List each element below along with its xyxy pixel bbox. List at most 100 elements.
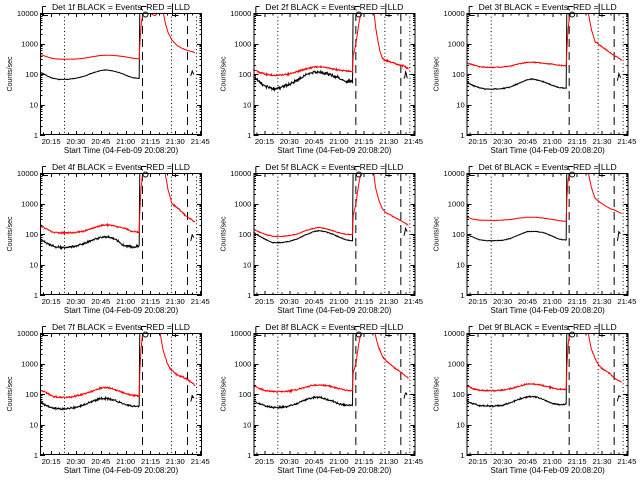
y-tick-label: 10 (30, 100, 38, 109)
y-tick-label: 100 (452, 230, 465, 239)
end-bracket-marker (598, 163, 606, 176)
x-tick-label: 21:45 (191, 457, 210, 466)
y-tick-label: 100 (452, 390, 465, 399)
x-tick-label: 20:30 (66, 297, 85, 306)
y-axis-title: Counts/sec (7, 56, 14, 92)
x-axis-title: Start Time (04-Feb-09 20:08:20) (491, 466, 606, 475)
x-axis-ticks (469, 173, 628, 295)
flare-bracket-marker (141, 326, 147, 330)
x-tick-label: 21:00 (543, 457, 562, 466)
x-tick-label: 20:15 (42, 297, 61, 306)
panel-title: Det 7f BLACK = Events, RED = LLD (52, 322, 190, 332)
y-axis-title: Counts/sec (220, 56, 227, 92)
flare-circle-marker (142, 171, 149, 178)
flare-circle-marker (355, 11, 362, 18)
x-tick-label: 21:45 (404, 457, 423, 466)
flare-circle-marker (355, 171, 362, 178)
y-tick-label: 1 (247, 291, 251, 300)
x-tick-label: 20:30 (280, 137, 299, 146)
flare-bracket-marker (567, 6, 574, 10)
y-tick-label: 1000 (21, 359, 38, 368)
y-axis-title: Counts/sec (434, 56, 441, 92)
panel-title: Det 9f BLACK = Events, RED = LLD (479, 322, 617, 332)
x-tick-label: 21:00 (543, 297, 562, 306)
y-axis-title: Counts/sec (220, 216, 227, 252)
y-tick-label: 10 (456, 420, 464, 429)
end-bracket-marker (385, 3, 392, 16)
series-lld-line (466, 13, 623, 69)
x-tick-label: 20:30 (66, 457, 85, 466)
detector-panel: 20:15 20:30 20:45 21:00 21:15 21:30 21:45 1 10 10… (220, 2, 423, 155)
x-tick-label: 20:30 (66, 137, 85, 146)
y-tick-label: 10000 (17, 9, 38, 18)
x-tick-label: 20:15 (42, 137, 61, 146)
series-events-line (40, 13, 195, 81)
x-tick-label: 20:15 (255, 297, 274, 306)
y-tick-label: 100 (25, 70, 38, 79)
x-tick-label: 21:15 (141, 137, 160, 146)
start-bracket-marker (42, 166, 48, 176)
y-tick-label: 1000 (21, 199, 38, 208)
flare-circle-marker (569, 331, 576, 338)
panel-title: Det 8f BLACK = Events, RED = LLD (265, 322, 403, 332)
x-tick-label: 21:30 (379, 457, 398, 466)
detector-panel: 20:15 20:30 20:45 21:00 21:15 21:30 21:45 1 10 10… (220, 162, 423, 315)
y-tick-label: 1 (247, 451, 251, 460)
y-tick-label: 10000 (444, 9, 465, 18)
x-tick-label: 21:00 (116, 297, 135, 306)
y-axis-ticks (253, 333, 416, 456)
series-events-line (40, 333, 195, 412)
y-axis-ticks (40, 13, 202, 136)
y-axis-title: Counts/sec (7, 216, 14, 252)
x-tick-label: 21:30 (592, 457, 611, 466)
x-tick-label: 21:45 (191, 297, 210, 306)
series-events-line (253, 173, 408, 244)
x-tick-label: 21:45 (617, 457, 636, 466)
end-bracket-marker (598, 3, 606, 16)
y-tick-label: 100 (239, 70, 252, 79)
y-axis-ticks (466, 173, 629, 296)
end-bracket-marker (172, 323, 179, 336)
y-tick-label: 100 (25, 230, 38, 239)
detector-panel: 20:15 20:30 20:45 21:00 21:15 21:30 21:45 1 10 10… (7, 162, 210, 315)
y-axis-ticks (253, 173, 416, 296)
y-tick-label: 1000 (448, 199, 465, 208)
start-bracket-marker (255, 326, 262, 336)
end-bracket-marker (172, 3, 179, 16)
flare-circle-marker (142, 11, 149, 18)
x-tick-label: 21:00 (329, 137, 348, 146)
x-axis-title: Start Time (04-Feb-09 20:08:20) (64, 466, 179, 475)
x-axis-ticks (256, 173, 415, 295)
panel-title: Det 3f BLACK = Events, RED = LLD (479, 2, 617, 12)
x-tick-label: 20:15 (42, 457, 61, 466)
y-tick-label: 1 (34, 291, 38, 300)
x-tick-label: 21:45 (404, 137, 423, 146)
y-axis-title: Counts/sec (434, 216, 441, 252)
y-tick-label: 10000 (230, 9, 251, 18)
y-axis-title: Counts/sec (220, 376, 227, 412)
y-tick-label: 1 (34, 131, 38, 140)
y-tick-label: 100 (452, 70, 465, 79)
x-tick-label: 20:45 (518, 297, 537, 306)
y-tick-label: 100 (25, 390, 38, 399)
x-tick-label: 20:30 (280, 457, 299, 466)
series-events-line (253, 333, 408, 410)
x-axis-ticks (256, 13, 415, 135)
panel-title: Det 4f BLACK = Events, RED = LLD (52, 162, 190, 172)
x-tick-label: 21:15 (354, 457, 373, 466)
x-axis-ticks (43, 333, 201, 455)
x-tick-label: 20:45 (305, 297, 324, 306)
x-tick-label: 20:30 (493, 137, 512, 146)
flare-bracket-marker (567, 166, 574, 170)
y-tick-label: 100 (239, 390, 252, 399)
x-tick-label: 21:15 (141, 457, 160, 466)
x-axis-ticks (469, 333, 628, 455)
x-tick-label: 21:00 (116, 137, 135, 146)
x-axis-title: Start Time (04-Feb-09 20:08:20) (64, 146, 179, 155)
x-tick-label: 20:45 (91, 457, 110, 466)
x-axis-title: Start Time (04-Feb-09 20:08:20) (491, 146, 606, 155)
panel-title: Det 1f BLACK = Events, RED = LLD (52, 2, 190, 12)
x-axis-ticks (43, 13, 201, 135)
x-axis-title: Start Time (04-Feb-09 20:08:20) (277, 146, 392, 155)
y-tick-label: 10000 (230, 169, 251, 178)
